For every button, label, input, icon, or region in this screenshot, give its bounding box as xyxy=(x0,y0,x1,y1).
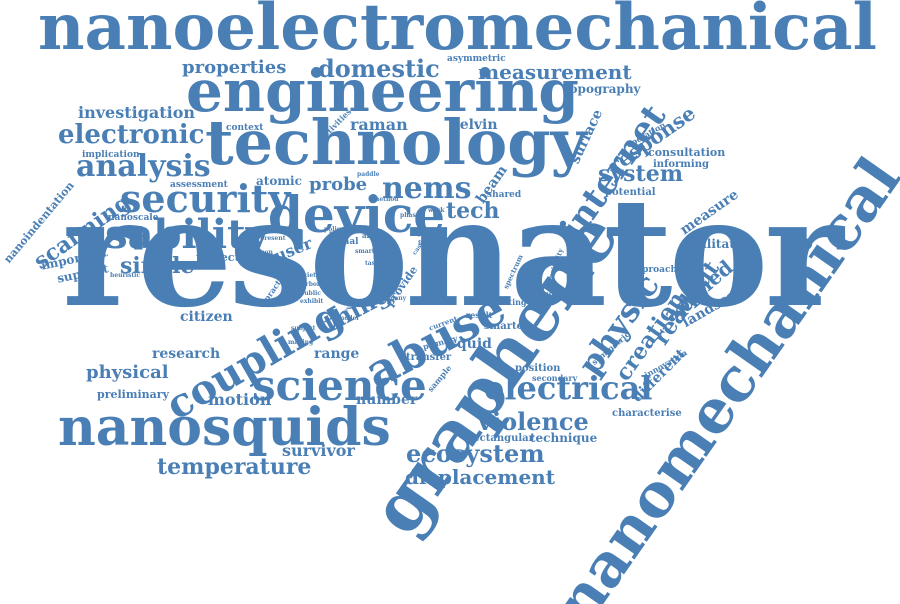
word: making xyxy=(288,339,314,346)
word: signal xyxy=(328,237,359,247)
word: assessment xyxy=(170,180,228,190)
word: technique xyxy=(530,431,598,445)
word: person xyxy=(250,249,273,256)
word: violence xyxy=(478,407,589,436)
word: system xyxy=(598,161,683,187)
word: paddle xyxy=(357,171,380,178)
word: science xyxy=(252,361,427,410)
word: device xyxy=(268,185,446,244)
word: carbon xyxy=(298,281,322,288)
word: problem xyxy=(185,264,213,271)
word: investigation xyxy=(78,103,195,122)
word: temperature xyxy=(157,454,312,480)
word: method xyxy=(373,196,399,203)
word: model xyxy=(338,315,359,322)
word: engineering xyxy=(186,57,579,125)
word: consultation xyxy=(648,146,726,159)
word: probe xyxy=(309,174,368,195)
word: properties xyxy=(182,57,287,78)
word: usability xyxy=(76,211,269,258)
word: physical xyxy=(86,362,169,383)
word: implication xyxy=(82,150,140,160)
word: nanoelectromechanical xyxy=(38,0,877,65)
word: topography xyxy=(564,82,641,96)
word: raman xyxy=(350,115,408,134)
word: exhibit xyxy=(300,298,324,305)
word: society xyxy=(296,272,320,279)
word: displacement xyxy=(405,465,555,489)
word: electrical xyxy=(484,369,653,407)
word: getting xyxy=(494,297,527,307)
word: context xyxy=(226,123,264,133)
word: nems xyxy=(382,171,472,206)
word: area xyxy=(362,231,380,240)
word: analysis xyxy=(76,149,211,184)
word: resonator xyxy=(62,165,844,341)
word: secondary xyxy=(532,373,578,383)
word: mode xyxy=(329,230,348,237)
word: tech xyxy=(446,198,500,224)
word: smarter xyxy=(484,321,529,332)
word: region xyxy=(410,230,432,237)
word: research xyxy=(152,346,221,362)
word: rectangular xyxy=(468,433,534,444)
word: informing xyxy=(653,159,709,170)
word: range xyxy=(314,346,360,362)
word: shared xyxy=(487,190,522,200)
word: number xyxy=(356,392,418,408)
word: electronic xyxy=(58,120,205,150)
word: facilitated xyxy=(682,237,751,251)
word: kelvin xyxy=(450,117,498,133)
word: nanosquids xyxy=(58,397,391,458)
word: force xyxy=(418,240,436,247)
word: approach xyxy=(630,265,678,275)
word: task xyxy=(365,260,380,267)
word: result xyxy=(466,310,493,320)
word: many xyxy=(388,295,407,302)
word: squid xyxy=(449,336,492,352)
word: technology xyxy=(205,106,587,179)
word: characterise xyxy=(612,408,682,419)
word: security xyxy=(120,176,291,221)
word: measurement xyxy=(478,60,632,84)
word: nanoscale xyxy=(108,213,159,223)
word: transfer xyxy=(406,352,452,363)
word: work xyxy=(428,207,445,214)
word: preliminary xyxy=(97,388,169,401)
word: present xyxy=(260,235,286,242)
word: phase xyxy=(400,212,420,219)
word: domestic xyxy=(318,54,440,83)
word: single xyxy=(120,253,195,279)
word: asymmetric xyxy=(447,54,506,64)
word: policy xyxy=(324,226,344,233)
word: survivor xyxy=(282,441,355,460)
word: public xyxy=(300,290,321,297)
word: smart xyxy=(355,248,375,255)
word: citizen xyxy=(180,309,233,325)
word: subject xyxy=(291,325,316,332)
word: motion xyxy=(208,390,272,409)
word: change xyxy=(530,289,559,298)
word: position xyxy=(515,363,561,374)
word: atomic xyxy=(256,174,302,188)
word: heuristic xyxy=(110,272,141,279)
word: layer xyxy=(422,261,447,271)
word: project xyxy=(196,251,240,264)
word: potential xyxy=(605,187,656,198)
word: ecosystem xyxy=(406,439,545,468)
